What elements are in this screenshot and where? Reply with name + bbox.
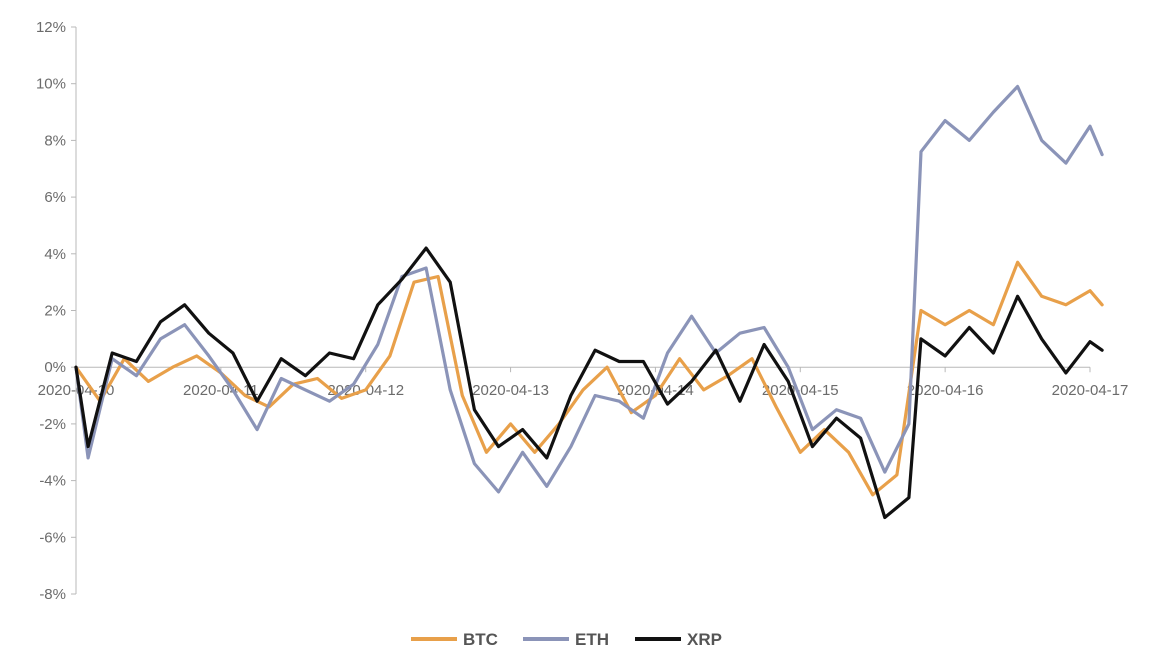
legend-item-eth: ETH	[523, 630, 609, 649]
y-tick-label: 6%	[44, 189, 66, 206]
x-tick-label: 2020-04-17	[1052, 382, 1129, 399]
y-tick-label: 0%	[44, 359, 66, 376]
legend-item-btc: BTC	[411, 630, 498, 649]
x-axis-ticks: 2020-04-10 2020-04-11 2020-04-12 2020-04-13…	[38, 367, 1129, 399]
series-line-xrp	[74, 246, 1104, 520]
legend-label: XRP	[687, 630, 722, 649]
x-tick-label: 2020-04-16	[907, 382, 984, 399]
series-line-btc	[74, 260, 1104, 497]
series-lines	[74, 84, 1104, 520]
y-tick-label: -2%	[39, 416, 66, 433]
x-tick-label: 2020-04-13	[472, 382, 549, 399]
legend: BTC ETH XRP	[411, 630, 722, 649]
x-tick-label: 2020-04-15	[762, 382, 839, 399]
series-line-eth	[74, 84, 1104, 494]
y-tick-label: -6%	[39, 529, 66, 546]
y-tick-label: 8%	[44, 132, 66, 149]
x-tick-label: 2020-04-11	[183, 382, 259, 399]
legend-item-xrp: XRP	[635, 630, 722, 649]
legend-label: BTC	[463, 630, 498, 649]
axes	[75, 27, 1090, 594]
y-axis-ticks: -8% -6% -4% -2% 0% 2% 4% 6% 8% 10% 12%	[36, 19, 76, 603]
y-tick-label: -4%	[39, 473, 66, 490]
y-tick-label: 12%	[36, 19, 66, 36]
x-tick-label: 2020-04-14	[617, 382, 694, 399]
y-tick-label: 10%	[36, 76, 66, 93]
y-tick-label: 4%	[44, 246, 66, 263]
y-tick-label: 2%	[44, 303, 66, 320]
y-tick-label: -8%	[39, 586, 66, 603]
legend-label: ETH	[575, 630, 609, 649]
